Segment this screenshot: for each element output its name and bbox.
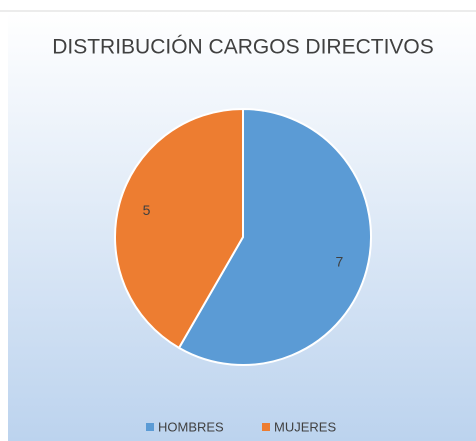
legend-swatch [262,423,270,431]
pie-slice [114,107,244,350]
legend-label: MUJERES [274,419,336,434]
pie: 75 [114,107,372,366]
chart-title: DISTRIBUCIÓN CARGOS DIRECTIVOS [52,36,434,59]
pie-slice [177,107,372,366]
data-label: 7 [336,254,344,270]
legend-label: HOMBRES [158,419,224,434]
legend-swatch [146,423,154,431]
legend: HOMBRES MUJERES [146,419,336,434]
data-label: 5 [143,202,151,218]
